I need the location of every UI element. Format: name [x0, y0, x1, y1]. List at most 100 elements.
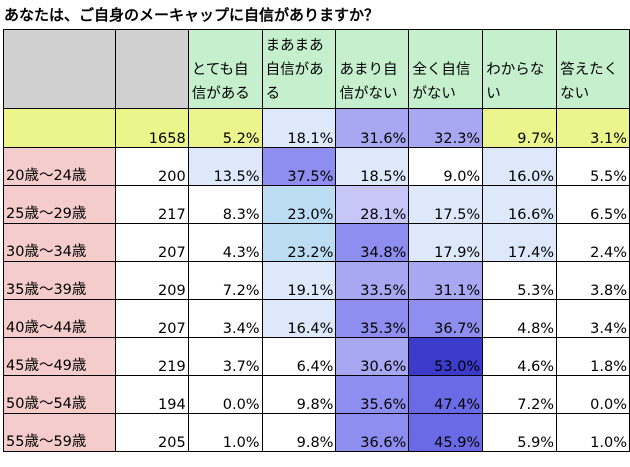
value-cell: 3.4%: [187, 299, 263, 338]
value-cell: 19.1%: [261, 261, 337, 300]
value-cell: 5.5%: [556, 147, 630, 186]
value-cell: 7.2%: [482, 375, 558, 414]
value-cell: 16.0%: [482, 147, 558, 186]
column-header-line: 答えたく: [560, 62, 619, 78]
sample-size-cell: 219: [114, 337, 189, 376]
sample-size-cell: 209: [114, 261, 189, 300]
header-row: とても自 信がある まあまあ 自信があるあまり自 信がない 全く自信 がない わからない答えた…: [3, 29, 630, 109]
value-cell: 9.0%: [408, 147, 484, 186]
value-cell: 3.1%: [556, 108, 630, 148]
value-cell: 6.4%: [261, 337, 337, 376]
value-cell: 35.3%: [335, 299, 410, 338]
value-cell: 1.0%: [187, 413, 263, 452]
row-label: 50歳～54歳: [3, 375, 116, 414]
sample-size-cell: 205: [114, 413, 189, 452]
column-header-line: あまり自: [339, 62, 398, 78]
column-header: わからない: [482, 29, 558, 109]
row-label: 55歳～59歳: [3, 413, 116, 452]
column-header: まあまあ 自信がある: [261, 29, 337, 109]
value-cell: 5.3%: [482, 261, 558, 300]
row-label: 45歳～49歳: [3, 337, 116, 376]
header-blank-cell: [114, 29, 189, 109]
column-header-line: 信がない: [339, 86, 398, 102]
column-header: 答えたく ない: [556, 29, 630, 109]
value-cell: 4.8%: [482, 299, 558, 338]
column-header-line: まあまあ: [265, 38, 324, 54]
value-cell: 18.5%: [335, 147, 410, 186]
value-cell: 16.4%: [261, 299, 337, 338]
value-cell: 13.5%: [187, 147, 263, 186]
column-header-line: とても自: [191, 62, 249, 78]
value-cell: 23.2%: [261, 223, 337, 262]
header-blank-cell: [3, 29, 116, 109]
value-cell: 3.7%: [187, 337, 263, 376]
value-cell: 28.1%: [335, 185, 410, 224]
value-cell: 9.8%: [261, 375, 337, 414]
value-cell: 35.6%: [335, 375, 410, 414]
column-header-line: る: [265, 86, 281, 102]
value-cell: 1.8%: [556, 337, 630, 376]
value-cell: 31.6%: [335, 108, 410, 148]
sample-size-cell: 194: [114, 375, 189, 414]
column-header: 全く自信 がない: [408, 29, 484, 109]
table-row: 35歳～39歳 209 7.2% 19.1% 33.5% 31.1% 5.3% 3.8%: [3, 261, 630, 300]
page-title: あなたは、ご自身のメーキャップに自信がありますか？: [4, 6, 380, 24]
value-cell: 23.0%: [261, 185, 337, 224]
sample-size-cell: 207: [114, 223, 189, 262]
row-label: [3, 108, 116, 148]
row-label: 20歳～24歳: [3, 147, 116, 186]
value-cell: 4.3%: [187, 223, 263, 262]
value-cell: 3.4%: [556, 299, 630, 338]
value-cell: 36.7%: [408, 299, 484, 338]
column-header: あまり自 信がない: [335, 29, 410, 109]
column-header-line: ない: [560, 86, 590, 102]
column-header: とても自 信がある: [187, 29, 263, 109]
value-cell: 47.4%: [408, 375, 484, 414]
row-label: 40歳～44歳: [3, 299, 116, 338]
value-cell: 17.9%: [408, 223, 484, 262]
value-cell: 0.0%: [556, 375, 630, 414]
value-cell: 16.6%: [482, 185, 558, 224]
value-cell: 3.8%: [556, 261, 630, 300]
value-cell: 31.1%: [408, 261, 484, 300]
value-cell: 34.8%: [335, 223, 410, 262]
value-cell: 6.5%: [556, 185, 630, 224]
value-cell: 36.6%: [335, 413, 410, 452]
value-cell: 18.1%: [261, 108, 337, 148]
table-row: 30歳～34歳 207 4.3% 23.2% 34.8% 17.9% 17.4% 2.4%: [3, 223, 630, 262]
table-row: 25歳～29歳 217 8.3% 23.0% 28.1% 17.5% 16.6% 6.5%: [3, 185, 630, 224]
value-cell: 2.4%: [556, 223, 630, 262]
value-cell: 9.7%: [482, 108, 558, 148]
value-cell: 7.2%: [187, 261, 263, 300]
column-header-line: わからな: [486, 62, 545, 78]
table-row: 40歳～44歳 207 3.4% 16.4% 35.3% 36.7% 4.8% 3.4%: [3, 299, 630, 338]
value-cell: 5.9%: [482, 413, 558, 452]
value-cell: 45.9%: [408, 413, 484, 452]
value-cell: 4.6%: [482, 337, 558, 376]
value-cell: 33.5%: [335, 261, 410, 300]
table-row: 50歳～54歳 194 0.0% 9.8% 35.6% 47.4% 7.2% 0.0%: [3, 375, 630, 414]
value-cell: 17.5%: [408, 185, 484, 224]
value-cell: 53.0%: [408, 337, 484, 376]
sample-size-cell: 217: [114, 185, 189, 224]
value-cell: 32.3%: [408, 108, 484, 148]
column-header-line: い: [486, 86, 501, 102]
value-cell: 17.4%: [482, 223, 558, 262]
value-cell: 5.2%: [187, 108, 263, 148]
table-row: 20歳～24歳 200 13.5% 37.5% 18.5% 9.0% 16.0% 5.5%: [3, 147, 630, 186]
row-label: 35歳～39歳: [3, 261, 116, 300]
column-header-line: 全く自信: [412, 62, 471, 78]
value-cell: 8.3%: [187, 185, 263, 224]
column-header-line: 信がある: [191, 86, 250, 102]
table-row: 55歳～59歳 205 1.0% 9.8% 36.6% 45.9% 5.9% 1.0%: [3, 413, 630, 452]
value-cell: 30.6%: [335, 337, 410, 376]
row-label: 25歳～29歳: [3, 185, 116, 224]
total-row: 1658 5.2% 18.1% 31.6% 32.3% 9.7% 3.1%: [3, 108, 630, 148]
value-cell: 37.5%: [261, 147, 337, 186]
data-table: とても自 信がある まあまあ 自信があるあまり自 信がない 全く自信 がない わからない答えた…: [3, 29, 630, 452]
value-cell: 0.0%: [187, 375, 263, 414]
sample-size-cell: 200: [114, 147, 189, 186]
row-label: 30歳～34歳: [3, 223, 116, 262]
sample-size-cell: 207: [114, 299, 189, 338]
value-cell: 9.8%: [261, 413, 337, 452]
